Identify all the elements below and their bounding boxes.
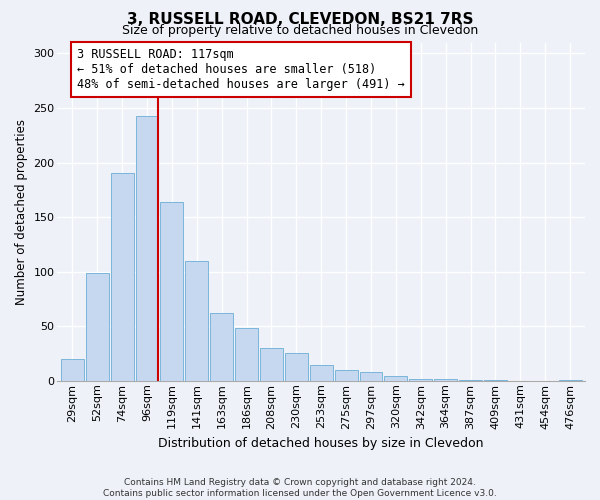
Y-axis label: Number of detached properties: Number of detached properties: [15, 118, 28, 304]
Bar: [235, 328, 258, 381]
Bar: [359, 372, 382, 381]
Bar: [61, 359, 84, 381]
Bar: [185, 260, 208, 381]
Bar: [335, 370, 358, 381]
Bar: [310, 366, 332, 381]
Bar: [409, 378, 432, 381]
Bar: [160, 202, 184, 381]
Bar: [86, 272, 109, 381]
Bar: [484, 380, 507, 381]
Bar: [136, 116, 158, 381]
Text: Size of property relative to detached houses in Clevedon: Size of property relative to detached ho…: [122, 24, 478, 37]
Bar: [385, 376, 407, 381]
Text: Contains HM Land Registry data © Crown copyright and database right 2024.
Contai: Contains HM Land Registry data © Crown c…: [103, 478, 497, 498]
Bar: [111, 174, 134, 381]
X-axis label: Distribution of detached houses by size in Clevedon: Distribution of detached houses by size …: [158, 437, 484, 450]
Text: 3 RUSSELL ROAD: 117sqm
← 51% of detached houses are smaller (518)
48% of semi-de: 3 RUSSELL ROAD: 117sqm ← 51% of detached…: [77, 48, 405, 91]
Bar: [434, 378, 457, 381]
Text: 3, RUSSELL ROAD, CLEVEDON, BS21 7RS: 3, RUSSELL ROAD, CLEVEDON, BS21 7RS: [127, 12, 473, 28]
Bar: [260, 348, 283, 381]
Bar: [210, 313, 233, 381]
Bar: [459, 380, 482, 381]
Bar: [285, 354, 308, 381]
Bar: [559, 380, 581, 381]
